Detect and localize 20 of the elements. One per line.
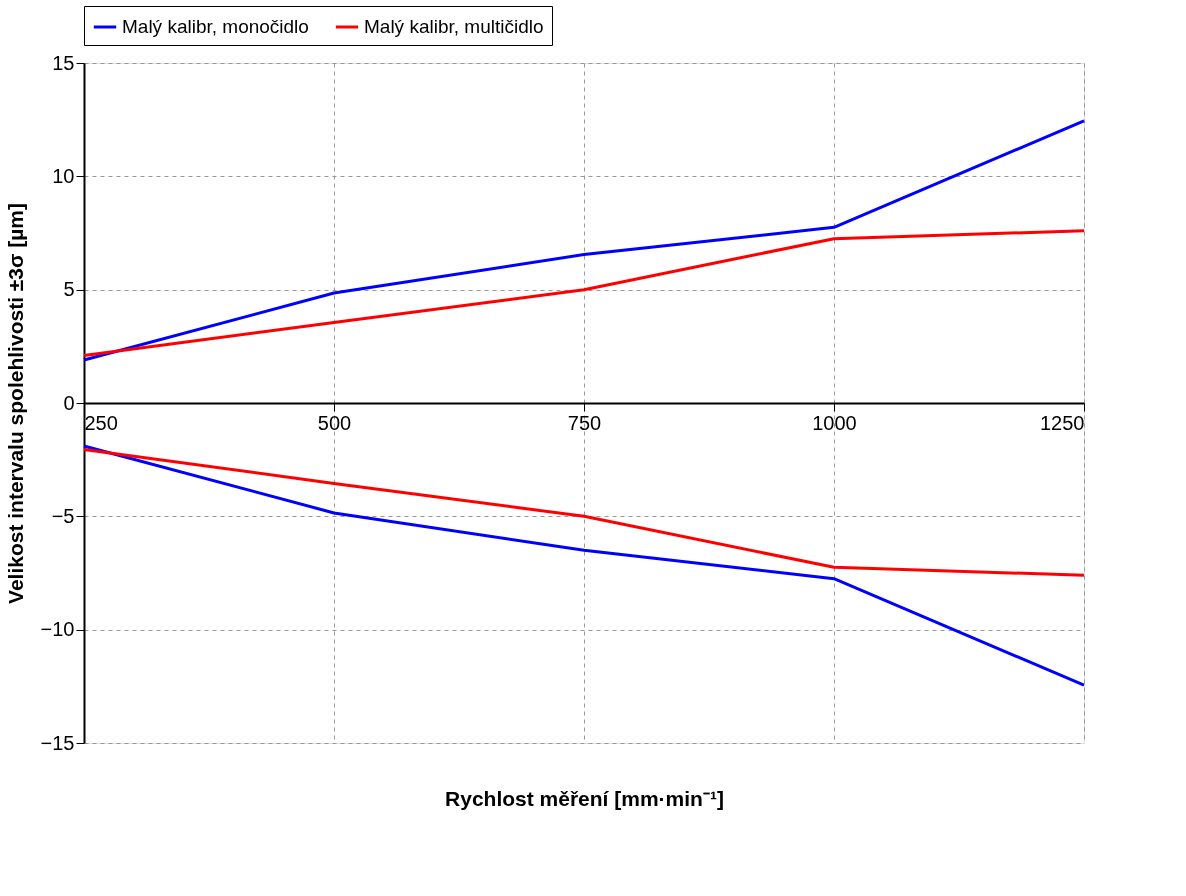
y-tick-label: 10	[52, 164, 75, 187]
line-series	[82, 447, 1086, 577]
line-series	[82, 444, 1086, 687]
x-tick-label: 1000	[812, 411, 857, 434]
x-axis-title: Rychlost měření [mm·min⁻¹]	[445, 786, 724, 810]
x-tick-label: 500	[317, 411, 352, 434]
y-axis-title: Velikost intervalu spolehlivosti ±3σ [µm]	[3, 203, 27, 604]
legend-label: Malý kalibr, monočidlo	[122, 16, 309, 37]
x-tick-label: 1250	[1040, 411, 1085, 434]
x-tick-label: 250	[84, 411, 118, 434]
line-series	[82, 229, 1086, 357]
y-tick-label: 15	[52, 51, 75, 74]
y-tick-label: −15	[40, 731, 75, 754]
y-tick-label: 0	[63, 391, 75, 414]
line-series	[82, 119, 1086, 362]
y-tick-label: −5	[51, 504, 75, 527]
y-tick-label: −10	[40, 618, 75, 641]
y-tick-label: 5	[63, 278, 75, 301]
legend-label: Malý kalibr, multičidlo	[364, 16, 544, 37]
x-tick-label: 750	[567, 411, 602, 434]
